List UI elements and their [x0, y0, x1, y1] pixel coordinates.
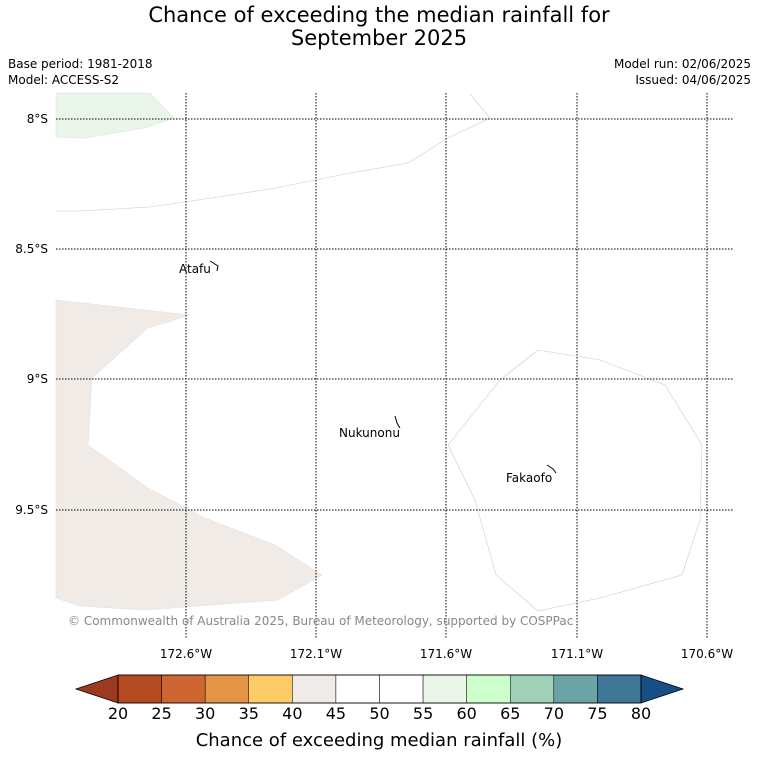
colorbar-segment — [510, 674, 555, 704]
colorbar-segment — [553, 674, 598, 704]
colorbar-segment — [204, 674, 250, 704]
place-fakaofo: Fakaofo — [506, 471, 553, 485]
nukunonu-atoll — [394, 415, 401, 429]
colorbar-extend-low — [74, 674, 119, 704]
copyright-notice: © Commonwealth of Australia 2025, Bureau… — [68, 614, 574, 628]
colorbar-tick-label: 60 — [456, 704, 477, 723]
colorbar-segment — [248, 674, 293, 704]
green-region — [55, 92, 175, 139]
base-period: Base period: 1981-2018 — [8, 57, 153, 71]
colorbar-tick-label: 75 — [587, 704, 608, 723]
colorbar-segment — [335, 674, 380, 704]
lon-label-171-1w: 171.1°W — [550, 647, 604, 661]
colorbar-segment — [422, 674, 467, 704]
colorbar-tick-label: 70 — [543, 704, 564, 723]
colorbar-tick-label: 30 — [194, 704, 216, 723]
fakaofo-atoll — [546, 464, 557, 474]
title-line-1: Chance of exceeding the median rainfall … — [148, 3, 610, 27]
colorbar-segment — [379, 674, 424, 704]
colorbar-tick-label: 45 — [325, 704, 347, 723]
map-title: Chance of exceeding the median rainfall … — [0, 4, 758, 50]
colorbar-tick-label: 55 — [412, 704, 434, 723]
colorbar-segment — [466, 674, 511, 704]
lat-label-9s: 9°S — [26, 372, 48, 386]
colorbar-tick-label: 40 — [282, 704, 303, 723]
gridlines — [56, 93, 733, 638]
colorbar — [74, 674, 685, 704]
lon-label-172-1w: 172.1°W — [289, 647, 343, 661]
place-nukunonu: Nukunonu — [339, 426, 400, 440]
issued-date: Issued: 04/06/2025 — [635, 73, 751, 87]
colorbar-frame — [117, 674, 642, 704]
colorbar-tick-label: 65 — [500, 704, 521, 723]
lat-label-9-5s: 9.5°S — [15, 503, 48, 517]
colorbar-tick-label: 35 — [238, 704, 259, 723]
colorbar-tick-label: 50 — [369, 704, 390, 723]
colorbar-segment — [161, 674, 206, 704]
atafu-atoll — [209, 260, 219, 272]
model-run: Model run: 02/06/2025 — [613, 57, 751, 71]
lon-label-170-6w: 170.6°W — [680, 647, 734, 661]
meta-right: Model run: 02/06/2025 Issued: 04/06/2025 — [614, 56, 751, 88]
beige-region — [55, 299, 323, 611]
lat-label-8-5s: 8.5°S — [15, 242, 48, 256]
colorbar-segment — [597, 674, 642, 704]
colorbar-segment — [117, 674, 162, 704]
colorbar-tick-label: 80 — [630, 704, 652, 723]
colorbar-segment — [292, 674, 337, 704]
lon-label-172-6w: 172.6°W — [159, 647, 213, 661]
place-atafu: Atafu — [179, 262, 211, 276]
contour-north — [56, 93, 491, 212]
model-name: Model: ACCESS-S2 — [8, 73, 120, 87]
title-line-2: September 2025 — [290, 26, 468, 50]
contour-east — [447, 349, 703, 612]
colorbar-tick-label: 25 — [151, 704, 172, 723]
meta-left: Base period: 1981-2018 Model: ACCESS-S2 — [8, 56, 153, 88]
colorbar-tick-label: 20 — [107, 704, 129, 723]
lon-label-171-6w: 171.6°W — [419, 647, 473, 661]
colorbar-label: Chance of exceeding median rainfall (%) — [195, 730, 563, 751]
lat-label-8s: 8°S — [26, 112, 48, 126]
colorbar-extend-high — [640, 674, 685, 704]
